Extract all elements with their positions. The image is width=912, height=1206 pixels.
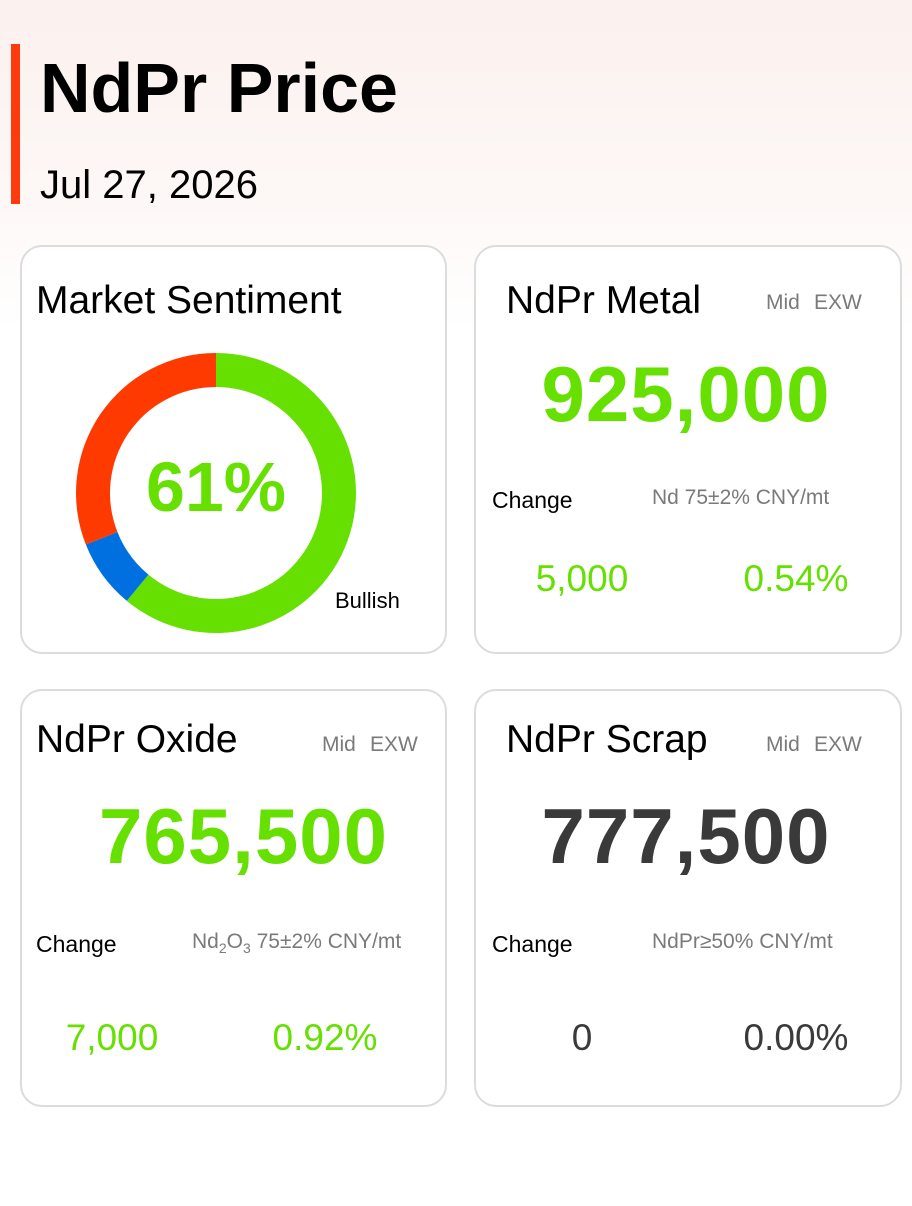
donut-slice-bearish xyxy=(76,353,217,545)
metal-price-card[interactable]: NdPr Metal Mid EXW 925,000 Change Nd 75±… xyxy=(474,245,902,654)
scrap-change-label: Change xyxy=(492,931,573,957)
scrap-change-value: 0 xyxy=(571,1017,593,1058)
metal-exw-tag: EXW xyxy=(814,291,862,314)
donut-slice-neutral xyxy=(85,532,149,601)
scrap-title: NdPr Scrap xyxy=(506,718,708,761)
metal-change-percent: 0.54% xyxy=(743,558,849,599)
oxide-price: 765,500 xyxy=(99,792,388,880)
scrap-mid-tag: Mid xyxy=(766,733,800,756)
page-title: NdPr Price xyxy=(40,49,398,127)
oxide-change-label: Change xyxy=(36,931,117,957)
bullish-percent: 61% xyxy=(145,448,287,526)
sentiment-card[interactable]: Market Sentiment 61% Bullish xyxy=(20,245,447,654)
donut-slice-bullish xyxy=(126,353,356,633)
scrap-price: 777,500 xyxy=(541,792,831,880)
oxide-change-value: 7,000 xyxy=(65,1017,159,1058)
bullish-label: Bullish xyxy=(335,588,400,613)
oxide-price-card[interactable]: NdPr Oxide Mid EXW 765,500 Change Nd2O3 … xyxy=(20,689,447,1107)
metal-spec: Nd 75±2% CNY/mt xyxy=(652,486,830,509)
oxide-change-percent: 0.92% xyxy=(272,1017,378,1058)
oxide-title: NdPr Oxide xyxy=(36,718,238,761)
oxide-spec: Nd2O3 75±2% CNY/mt xyxy=(192,930,402,957)
scrap-price-card[interactable]: NdPr Scrap Mid EXW 777,500 Change NdPr≥5… xyxy=(474,689,902,1107)
metal-title: NdPr Metal xyxy=(506,279,702,322)
oxide-exw-tag: EXW xyxy=(370,733,418,756)
scrap-exw-tag: EXW xyxy=(814,733,862,756)
page-date: Jul 27, 2026 xyxy=(40,163,258,207)
metal-change-value: 5,000 xyxy=(535,558,629,599)
metal-change-label: Change xyxy=(492,487,573,513)
scrap-change-percent: 0.00% xyxy=(743,1017,849,1058)
sentiment-donut-chart xyxy=(76,353,356,633)
title-accent-bar xyxy=(11,44,20,204)
oxide-mid-tag: Mid xyxy=(322,733,356,756)
scrap-spec: NdPr≥50% CNY/mt xyxy=(652,930,833,953)
sentiment-title: Market Sentiment xyxy=(36,279,342,322)
metal-price: 925,000 xyxy=(541,350,831,438)
metal-mid-tag: Mid xyxy=(766,291,800,314)
